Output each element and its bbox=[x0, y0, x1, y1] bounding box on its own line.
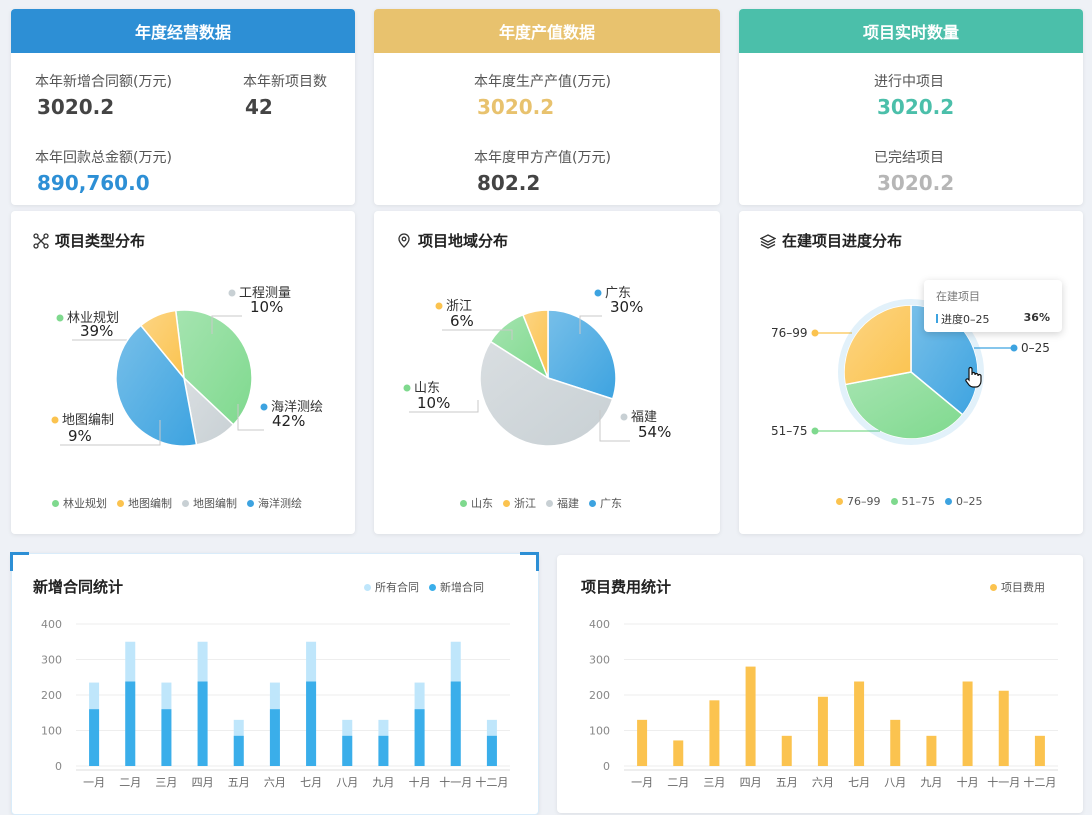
legend-dot bbox=[546, 499, 553, 507]
business-card-title: 年度经营数据 bbox=[11, 9, 355, 53]
legend-item[interactable]: 广东 bbox=[589, 495, 622, 511]
contract-legend: 所有合同 新增合同 bbox=[364, 579, 484, 595]
tooltip-marker bbox=[936, 314, 938, 323]
region-distribution-card bbox=[374, 211, 720, 534]
legend-dot bbox=[117, 499, 124, 507]
legend-item[interactable]: 51–75 bbox=[890, 495, 936, 508]
legend-dot bbox=[945, 498, 952, 505]
legend-dot bbox=[52, 499, 59, 507]
legend-item[interactable]: 所有合同 bbox=[364, 579, 419, 595]
legend-dot bbox=[364, 583, 371, 591]
legend-label: 海洋测绘 bbox=[258, 497, 302, 510]
legend-label: 浙江 bbox=[514, 497, 536, 510]
type-distribution-title: 项目类型分布 bbox=[33, 230, 145, 251]
progress-legend: 76–99 51–75 0–25 bbox=[836, 495, 983, 508]
legend-item[interactable]: 新增合同 bbox=[429, 579, 484, 595]
type-distribution-title-text: 项目类型分布 bbox=[55, 232, 146, 250]
new-project-value: 42 bbox=[245, 95, 273, 119]
legend-label: 项目费用 bbox=[1001, 581, 1045, 594]
realtime-card-title: 项目实时数量 bbox=[739, 9, 1083, 53]
output-card: 年度产值数据 本年度生产产值(万元) 3020.2 本年度甲方产值(万元) 80… bbox=[374, 9, 720, 205]
output-card-title: 年度产值数据 bbox=[374, 9, 720, 53]
business-card: 年度经营数据 本年新增合同额(万元) 3020.2 本年新项目数 42 本年回款… bbox=[11, 9, 355, 205]
legend-item[interactable]: 浙江 bbox=[503, 495, 536, 511]
cost-stats-title: 项目费用统计 bbox=[581, 578, 672, 596]
tooltip-title: 在建项目 bbox=[936, 290, 980, 303]
legend-item[interactable]: 林业规划 bbox=[52, 495, 107, 511]
network-icon bbox=[33, 232, 49, 249]
party-a-label: 本年度甲方产值(万元) bbox=[474, 150, 611, 166]
layers-icon bbox=[760, 233, 776, 249]
tooltip-label: 进度0–25 bbox=[941, 313, 990, 326]
legend-item[interactable]: 山东 bbox=[460, 495, 493, 511]
done-label: 已完结项目 bbox=[874, 150, 944, 166]
legend-label: 新增合同 bbox=[440, 581, 484, 594]
legend-dot bbox=[182, 499, 189, 507]
cost-legend: 项目费用 bbox=[990, 579, 1045, 595]
realtime-card: 项目实时数量 进行中项目 3020.2 已完结项目 3020.2 bbox=[739, 9, 1083, 205]
legend-dot bbox=[503, 499, 510, 507]
legend-dot bbox=[890, 498, 898, 505]
legend-label: 地图编制 bbox=[193, 497, 237, 510]
legend-label: 0–25 bbox=[956, 495, 983, 508]
legend-item[interactable]: 福建 bbox=[546, 495, 579, 511]
legend-dot bbox=[836, 498, 843, 505]
legend-dot bbox=[429, 583, 436, 591]
production-label: 本年度生产产值(万元) bbox=[474, 74, 611, 90]
legend-item[interactable]: 0–25 bbox=[945, 495, 983, 508]
region-distribution-title: 项目地域分布 bbox=[396, 230, 508, 251]
legend-label: 所有合同 bbox=[375, 581, 419, 594]
legend-label: 福建 bbox=[557, 497, 579, 510]
party-a-value: 802.2 bbox=[477, 171, 541, 195]
type-legend: 林业规划 地图编制 地图编制 海洋测绘 bbox=[52, 495, 302, 511]
legend-item[interactable]: 76–99 bbox=[836, 495, 881, 508]
legend-item[interactable]: 地图编制 bbox=[182, 495, 237, 511]
selection-corner-tr bbox=[520, 552, 539, 571]
legend-label: 51–75 bbox=[901, 495, 936, 508]
legend-dot bbox=[990, 583, 997, 591]
legend-label: 76–99 bbox=[847, 495, 881, 508]
legend-label: 山东 bbox=[471, 497, 493, 510]
region-distribution-title-text: 项目地域分布 bbox=[418, 232, 509, 250]
legend-dot bbox=[247, 499, 254, 507]
legend-item[interactable]: 海洋测绘 bbox=[247, 495, 302, 511]
legend-item[interactable]: 项目费用 bbox=[990, 579, 1045, 595]
new-contract-label: 本年新增合同额(万元) bbox=[35, 74, 172, 90]
progress-distribution-title-text: 在建项目进度分布 bbox=[782, 232, 903, 250]
new-contract-value: 3020.2 bbox=[37, 95, 115, 119]
progress-distribution-card bbox=[739, 211, 1083, 534]
ongoing-value: 3020.2 bbox=[877, 95, 955, 119]
new-project-label: 本年新项目数 bbox=[243, 74, 327, 90]
done-value: 3020.2 bbox=[877, 171, 955, 195]
progress-distribution-title: 在建项目进度分布 bbox=[760, 230, 902, 251]
collection-value: 890,760.0 bbox=[37, 171, 150, 195]
legend-label: 林业规划 bbox=[63, 497, 107, 510]
tooltip-value: 36% bbox=[1023, 311, 1050, 324]
collection-label: 本年回款总金额(万元) bbox=[35, 150, 172, 166]
legend-dot bbox=[460, 499, 467, 507]
region-legend: 山东 浙江 福建 广东 bbox=[460, 495, 622, 511]
type-distribution-card bbox=[11, 211, 355, 534]
legend-item[interactable]: 地图编制 bbox=[117, 495, 172, 511]
progress-tooltip: 在建项目 进度0–25 36% bbox=[924, 280, 1062, 332]
contract-stats-title: 新增合同统计 bbox=[33, 578, 124, 596]
ongoing-label: 进行中项目 bbox=[874, 74, 944, 90]
legend-dot bbox=[589, 499, 596, 507]
selection-corner-tl bbox=[10, 552, 29, 571]
production-value: 3020.2 bbox=[477, 95, 555, 119]
legend-label: 地图编制 bbox=[128, 497, 172, 510]
legend-label: 广东 bbox=[600, 497, 622, 510]
map-pin-icon bbox=[398, 232, 410, 248]
hand-cursor-icon bbox=[965, 366, 982, 388]
